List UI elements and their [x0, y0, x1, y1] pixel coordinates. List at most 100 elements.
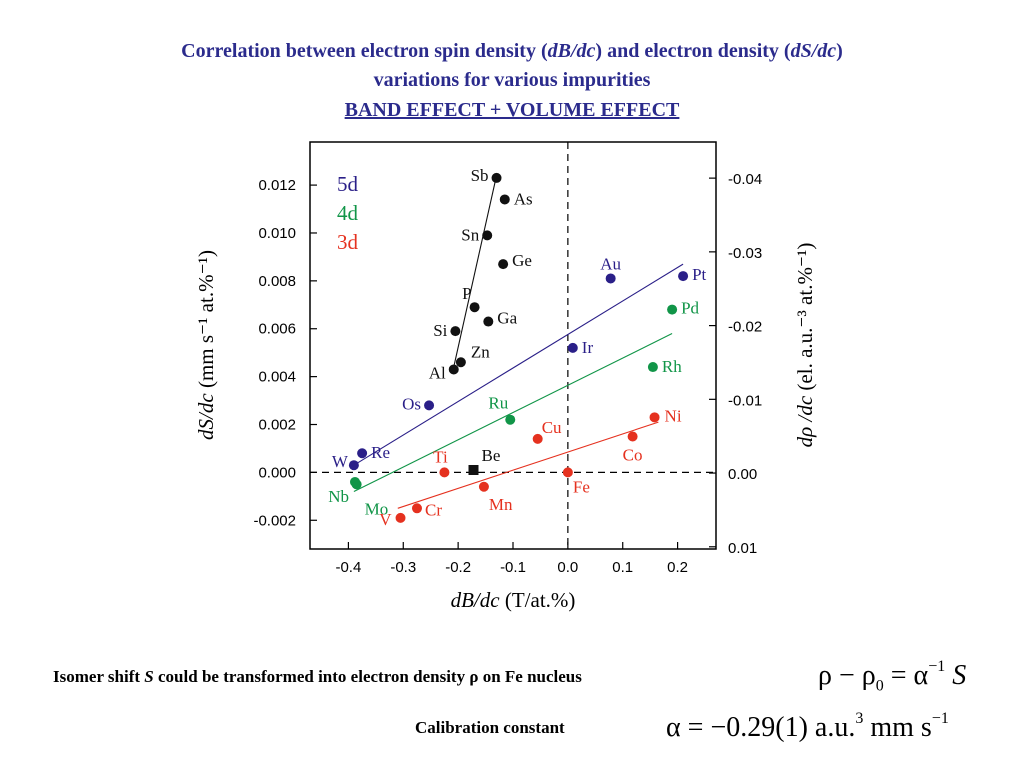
point-label-Pd: Pd: [681, 299, 699, 318]
formula1-rho: ρ − ρ: [818, 660, 876, 691]
x-tick-label: 0.1: [612, 559, 633, 576]
y2-tick-label: 0.01: [728, 540, 757, 557]
x-tick-label: -0.2: [445, 559, 471, 576]
point-label-P: P: [462, 284, 471, 303]
point-label-Mn: Mn: [489, 495, 513, 514]
y-tick-label: 0.010: [258, 225, 296, 242]
isomer-text-b: could be transformed into electron densi…: [153, 667, 582, 686]
legend-entry-5d: 5d: [337, 172, 359, 196]
marker-Rh: [647, 362, 658, 373]
point-label-Re: Re: [371, 443, 390, 462]
point-label-Au: Au: [600, 254, 621, 273]
marker-Sb: [491, 172, 502, 183]
legend-entry-4d: 4d: [337, 201, 359, 225]
formula-alpha: α = −0.29(1) a.u.3 mm s−1: [666, 709, 949, 744]
title-line-3: BAND EFFECT + VOLUME EFFECT: [344, 99, 680, 121]
marker-Fe: [562, 467, 573, 478]
formula2-main: α = −0.29(1) a.u.: [666, 712, 856, 743]
point-label-Pt: Pt: [692, 265, 706, 284]
legend-entry-3d: 3d: [337, 230, 359, 254]
marker-Pd: [667, 304, 678, 315]
title-line-2: variations for various impurities: [373, 69, 651, 91]
marker-Cu: [532, 433, 543, 444]
marker-Re: [357, 448, 368, 459]
y2-tick-label: -0.04: [728, 171, 762, 188]
point-label-Cu: Cu: [542, 418, 562, 437]
point-label-Cr: Cr: [425, 500, 442, 519]
marker-Si: [450, 326, 461, 337]
marker-Mn: [478, 481, 489, 492]
formula2-mid: mm s: [863, 712, 932, 743]
y-axis-label: dS/dc (mm s⁻¹ at.%⁻¹): [194, 250, 218, 440]
marker-Be: [468, 464, 479, 475]
point-label-Ir: Ir: [582, 338, 594, 357]
fit-line-5d: [353, 263, 684, 466]
y-tick-label: 0.008: [258, 273, 296, 290]
fit-line-sp: [452, 175, 498, 372]
marker-Ti: [439, 467, 450, 478]
isomer-text-a: Isomer shift: [53, 667, 145, 686]
marker-As: [499, 194, 510, 205]
fit-line-3d: [397, 421, 659, 509]
marker-Zn: [455, 357, 466, 368]
y-tick-label: 0.000: [258, 464, 296, 481]
title-text-c: ) and electron density (: [595, 40, 791, 62]
marker-W: [348, 460, 359, 471]
y2-tick-label: -0.02: [728, 319, 762, 336]
title-text-e: ): [836, 40, 843, 62]
point-label-Ru: Ru: [488, 394, 508, 413]
x-tick-label: 0.2: [667, 559, 688, 576]
x-tick-label: -0.3: [390, 559, 416, 576]
x-tick-label: -0.1: [500, 559, 526, 576]
marker-Os: [424, 400, 435, 411]
point-label-Ti: Ti: [433, 447, 448, 466]
marker-Ir: [567, 342, 578, 353]
fit-line-4d: [353, 333, 673, 493]
marker-Ga: [483, 316, 494, 327]
marker-Al: [448, 364, 459, 375]
formula2-sup1: 3: [855, 709, 864, 727]
marker-Au: [605, 273, 616, 284]
title-dsdc: dS/dc: [790, 40, 837, 62]
marker-Cr: [411, 503, 422, 514]
marker-Nb: [349, 476, 360, 487]
point-label-Ge: Ge: [512, 251, 532, 270]
isomer-s: S: [144, 667, 154, 686]
y-tick-label: -0.002: [253, 512, 296, 529]
y-tick-label: 0.006: [258, 321, 296, 338]
point-label-Zn: Zn: [471, 342, 490, 361]
marker-Ni: [649, 412, 660, 423]
marker-Co: [627, 431, 638, 442]
marker-Ru: [505, 414, 516, 425]
marker-V: [395, 512, 406, 523]
y-tick-label: 0.004: [258, 369, 296, 386]
title-text-a: Correlation between electron spin densit…: [181, 40, 548, 62]
y2-tick-label: -0.03: [728, 245, 762, 262]
point-label-Ga: Ga: [497, 309, 517, 328]
marker-Ge: [498, 259, 509, 270]
point-label-Sb: Sb: [471, 166, 489, 185]
y2-tick-label: -0.01: [728, 392, 762, 409]
marker-Sn: [482, 230, 493, 241]
point-label-Al: Al: [429, 363, 446, 382]
point-label-Mo: Mo: [365, 499, 389, 518]
point-label-Si: Si: [433, 321, 447, 340]
calibration-caption: Calibration constant: [415, 718, 565, 737]
point-label-Ni: Ni: [665, 406, 682, 425]
x-tick-label: -0.4: [335, 559, 361, 576]
point-label-Nb: Nb: [328, 487, 349, 506]
point-label-Sn: Sn: [461, 225, 479, 244]
formula1-sup: −1: [928, 657, 946, 675]
marker-Pt: [678, 271, 689, 282]
point-label-Os: Os: [402, 394, 421, 413]
point-label-Fe: Fe: [573, 477, 590, 496]
point-label-Be: Be: [481, 446, 500, 465]
point-label-As: As: [514, 189, 533, 208]
formula1-mid: = α: [883, 660, 929, 691]
title-line-1: Correlation between electron spin densit…: [0, 37, 1024, 66]
x-tick-label: 0.0: [557, 559, 578, 576]
marker-P: [469, 302, 480, 313]
formula1-s: S: [945, 660, 967, 691]
title-dbdc: dB/dc: [547, 40, 596, 62]
isomer-caption: Isomer shift S could be transformed into…: [53, 667, 582, 687]
